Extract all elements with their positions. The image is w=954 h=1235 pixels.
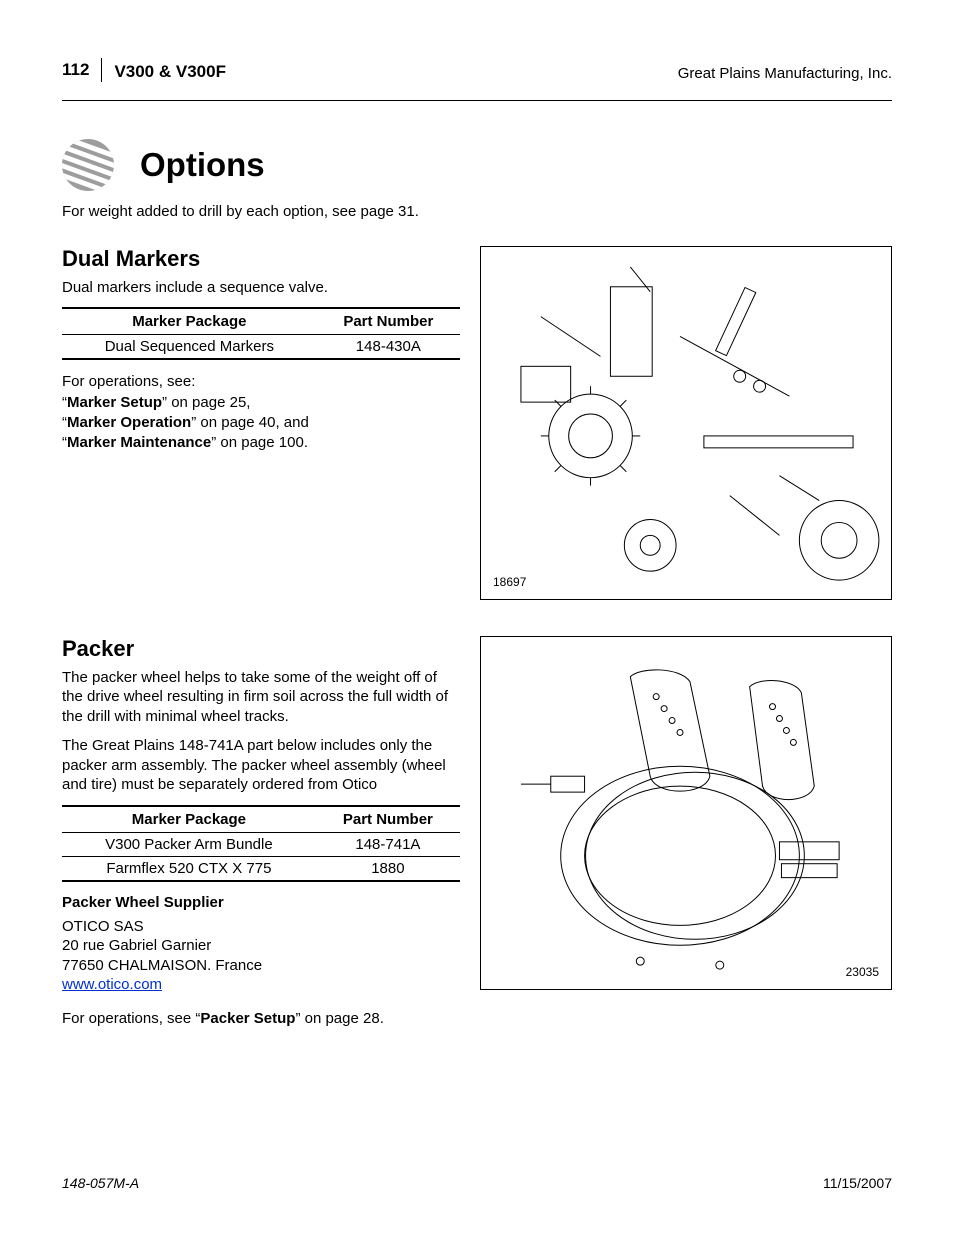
section-intro: For weight added to drill by each option… [62, 203, 892, 220]
supplier-link[interactable]: www.otico.com [62, 976, 162, 993]
packer-table: Marker Package Part Number V300 Packer A… [62, 805, 460, 882]
supplier-address: OTICO SAS 20 rue Gabriel Garnier 77650 C… [62, 917, 460, 995]
table-header-part: Part Number [316, 806, 460, 833]
supplier-street: 20 rue Gabriel Garnier [62, 937, 211, 954]
packer-body-2: The Great Plains 148-741A part below inc… [62, 736, 460, 795]
ref-marker-setup: Marker Setup [67, 394, 162, 411]
refs-intro: For operations, see: [62, 373, 195, 390]
document-date: 11/15/2007 [823, 1175, 892, 1191]
table-header-package: Marker Package [62, 806, 316, 833]
packer-ops-ref: For operations, see “Packer Setup” on pa… [62, 1009, 460, 1029]
ref-text: ” on page 40, and [191, 414, 309, 431]
company-name: Great Plains Manufacturing, Inc. [678, 65, 892, 82]
exploded-view-illustration [481, 247, 891, 599]
section-title: Options [140, 146, 265, 184]
document-id: 148-057M-A [62, 1175, 139, 1191]
table-row: Dual Sequenced Markers 148-430A [62, 335, 460, 360]
ref-marker-operation: Marker Operation [67, 414, 191, 431]
section-icon [62, 139, 126, 191]
table-row: V300 Packer Arm Bundle 148-741A [62, 832, 460, 856]
figure-number: 23035 [846, 965, 879, 979]
figure-number: 18697 [493, 575, 526, 589]
table-row: Farmflex 520 CTX X 775 1880 [62, 856, 460, 881]
ops-rest: ” on page 28. [295, 1010, 383, 1027]
table-cell-part: 148-741A [316, 832, 460, 856]
ops-label: Packer Setup [200, 1010, 295, 1027]
supplier-heading: Packer Wheel Supplier [62, 894, 460, 911]
ops-prefix: For operations, see “ [62, 1010, 200, 1027]
packer-figure: 23035 [480, 636, 892, 990]
supplier-city: 77650 CHALMAISON. France [62, 957, 262, 974]
packer-illustration [481, 637, 891, 989]
dual-markers-figure: 18697 [480, 246, 892, 600]
table-cell-part: 148-430A [317, 335, 460, 360]
page-footer: 148-057M-A 11/15/2007 [62, 1175, 892, 1191]
page-header: 112 V300 & V300F Great Plains Manufactur… [62, 58, 892, 100]
table-cell-package: V300 Packer Arm Bundle [62, 832, 316, 856]
ref-text: ” on page 100. [211, 434, 308, 451]
dual-markers-table: Marker Package Part Number Dual Sequence… [62, 307, 460, 360]
table-cell-part: 1880 [316, 856, 460, 881]
table-header-part: Part Number [317, 308, 460, 335]
page-number: 112 [62, 58, 102, 82]
ref-text: ” on page 25, [162, 394, 250, 411]
table-cell-package: Farmflex 520 CTX X 775 [62, 856, 316, 881]
dual-markers-refs: For operations, see: “Marker Setup” on p… [62, 372, 460, 453]
dual-markers-body: Dual markers include a sequence valve. [62, 278, 460, 298]
model-name: V300 & V300F [102, 62, 226, 82]
packer-heading: Packer [62, 636, 460, 662]
ref-marker-maintenance: Marker Maintenance [67, 434, 211, 451]
supplier-name: OTICO SAS [62, 918, 144, 935]
dual-markers-heading: Dual Markers [62, 246, 460, 272]
table-header-package: Marker Package [62, 308, 317, 335]
packer-body-1: The packer wheel helps to take some of t… [62, 668, 460, 727]
table-cell-package: Dual Sequenced Markers [62, 335, 317, 360]
header-divider [62, 100, 892, 101]
